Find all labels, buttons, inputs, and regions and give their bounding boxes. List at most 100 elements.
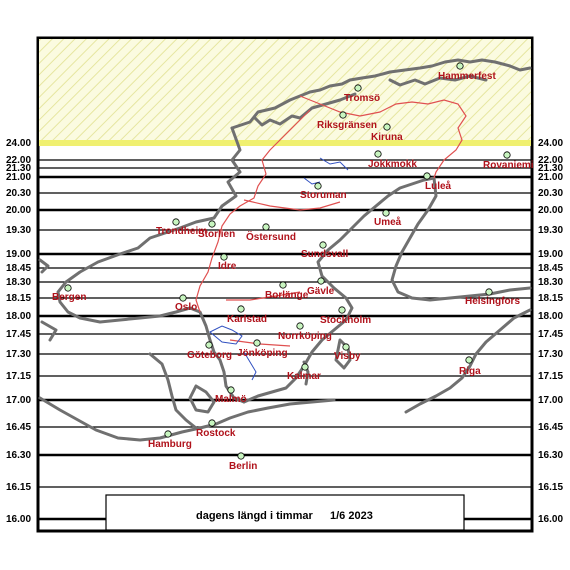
city-label: Luleå xyxy=(425,180,452,192)
city-label: Idre xyxy=(218,261,237,272)
tick-label-left: 18.00 xyxy=(6,311,31,322)
tick-label-left: 21.30 xyxy=(6,163,31,174)
tick-label-right: 17.00 xyxy=(538,395,563,406)
city-marker xyxy=(319,241,327,249)
city-norrk-ping: Norrköping xyxy=(278,322,332,342)
tick-label-right: 20.30 xyxy=(538,188,563,199)
city-marker xyxy=(485,288,493,296)
tick-label-left: 16.30 xyxy=(6,450,31,461)
tick-label-right: 17.45 xyxy=(538,329,563,340)
city-label: Hamburg xyxy=(148,439,192,450)
tick-label-left: 16.00 xyxy=(6,514,31,525)
city-marker xyxy=(342,343,350,351)
city-visby: Visby xyxy=(334,343,361,362)
city-label: Storuman xyxy=(300,190,347,201)
city-label: Göteborg xyxy=(187,350,232,361)
caption-box xyxy=(105,494,465,531)
tick-label-right: 22.00 xyxy=(538,155,563,166)
lakes xyxy=(209,157,349,381)
city-marker xyxy=(205,341,213,349)
tick-label-right: 18.45 xyxy=(538,263,563,274)
city-marker xyxy=(237,305,245,313)
city-trondheim: Trondheim xyxy=(156,218,207,237)
city-marker xyxy=(172,218,180,226)
city-bergen: Bergen xyxy=(52,284,86,303)
city-marker xyxy=(262,223,270,231)
city-storuman: Storuman xyxy=(300,182,347,201)
city--stersund: Östersund xyxy=(246,223,296,243)
city-riksgr-nsen: Riksgränsen xyxy=(317,111,377,131)
coastline xyxy=(38,58,532,442)
city-marker xyxy=(208,419,216,427)
city-karlstad: Karlstad xyxy=(227,305,267,325)
tick-label-right: 17.15 xyxy=(538,371,563,382)
city-borl-nge: Borlänge xyxy=(265,281,309,301)
tick-label-left: 16.45 xyxy=(6,422,31,433)
city-label: Gävle xyxy=(307,286,335,297)
tick-label-left: 19.00 xyxy=(6,249,31,260)
city-marker xyxy=(338,306,346,314)
city-marker xyxy=(208,220,216,228)
city-label: Visby xyxy=(334,351,361,362)
city-marker xyxy=(503,151,511,159)
city-label: Kalmar xyxy=(287,371,321,382)
tick-label-right: 18.30 xyxy=(538,277,563,288)
city-marker xyxy=(383,123,391,131)
city-marker xyxy=(237,452,245,460)
city-g-teborg: Göteborg xyxy=(187,341,232,361)
city-helsingfors: Helsingfors xyxy=(465,288,520,307)
city-lule-: Luleå xyxy=(423,172,452,192)
city-hammerfest: Hammerfest xyxy=(438,62,496,82)
city-ume-: Umeå xyxy=(374,209,402,228)
city-label: Berlin xyxy=(229,461,257,472)
midnight-sun-zone xyxy=(39,39,531,144)
city-label: Norrköping xyxy=(278,331,332,342)
city-label: Oslo xyxy=(175,302,197,313)
city-label: Helsingfors xyxy=(465,296,520,307)
city-marker xyxy=(301,363,309,371)
city-label: Jönköping xyxy=(237,348,288,359)
caption-title: dagens längd i timmar xyxy=(196,510,313,522)
city-label: Rovaniemi xyxy=(483,160,534,171)
city-sundsvall: Sundsvall xyxy=(301,241,348,260)
tick-label-left: 19.30 xyxy=(6,225,31,236)
city-label: Stockholm xyxy=(320,315,371,326)
city-marker xyxy=(456,62,464,70)
city-label: Riga xyxy=(459,366,481,377)
city-marker xyxy=(227,386,235,394)
city-label: Bergen xyxy=(52,292,86,303)
city-label: Jokkmokk xyxy=(368,159,417,170)
city-label: Storlien xyxy=(198,229,235,240)
tick-label-right: 19.00 xyxy=(538,249,563,260)
tick-label-right: 16.30 xyxy=(538,450,563,461)
city-marker xyxy=(220,253,228,261)
city-label: Riksgränsen xyxy=(317,120,377,131)
city-label: Östersund xyxy=(246,230,296,243)
city-marker xyxy=(374,150,382,158)
tick-label-left: 22.00 xyxy=(6,155,31,166)
tick-label-right: 21.30 xyxy=(538,163,563,174)
city-idre: Idre xyxy=(218,253,237,272)
tick-label-left: 17.00 xyxy=(6,395,31,406)
city-label: Kiruna xyxy=(371,132,403,143)
city-marker xyxy=(296,322,304,330)
tick-label-right: 18.15 xyxy=(538,293,563,304)
city-label: Trondheim xyxy=(156,226,207,237)
city-rostock: Rostock xyxy=(196,419,236,439)
city-hamburg: Hamburg xyxy=(148,430,192,450)
city-marker xyxy=(339,111,347,119)
city-g-vle: Gävle xyxy=(307,277,335,297)
city-label: Hammerfest xyxy=(438,71,496,82)
city-marker xyxy=(317,277,325,285)
tick-label-right: 21.00 xyxy=(538,172,563,183)
city-kiruna: Kiruna xyxy=(371,123,403,143)
national-borders xyxy=(195,95,467,347)
tick-label-right: 18.00 xyxy=(538,311,563,322)
midnight-sun-line xyxy=(39,140,531,146)
city-marker xyxy=(354,84,362,92)
tick-label-right: 16.45 xyxy=(538,422,563,433)
tick-label-left: 17.45 xyxy=(6,329,31,340)
tick-label-right: 16.00 xyxy=(538,514,563,525)
